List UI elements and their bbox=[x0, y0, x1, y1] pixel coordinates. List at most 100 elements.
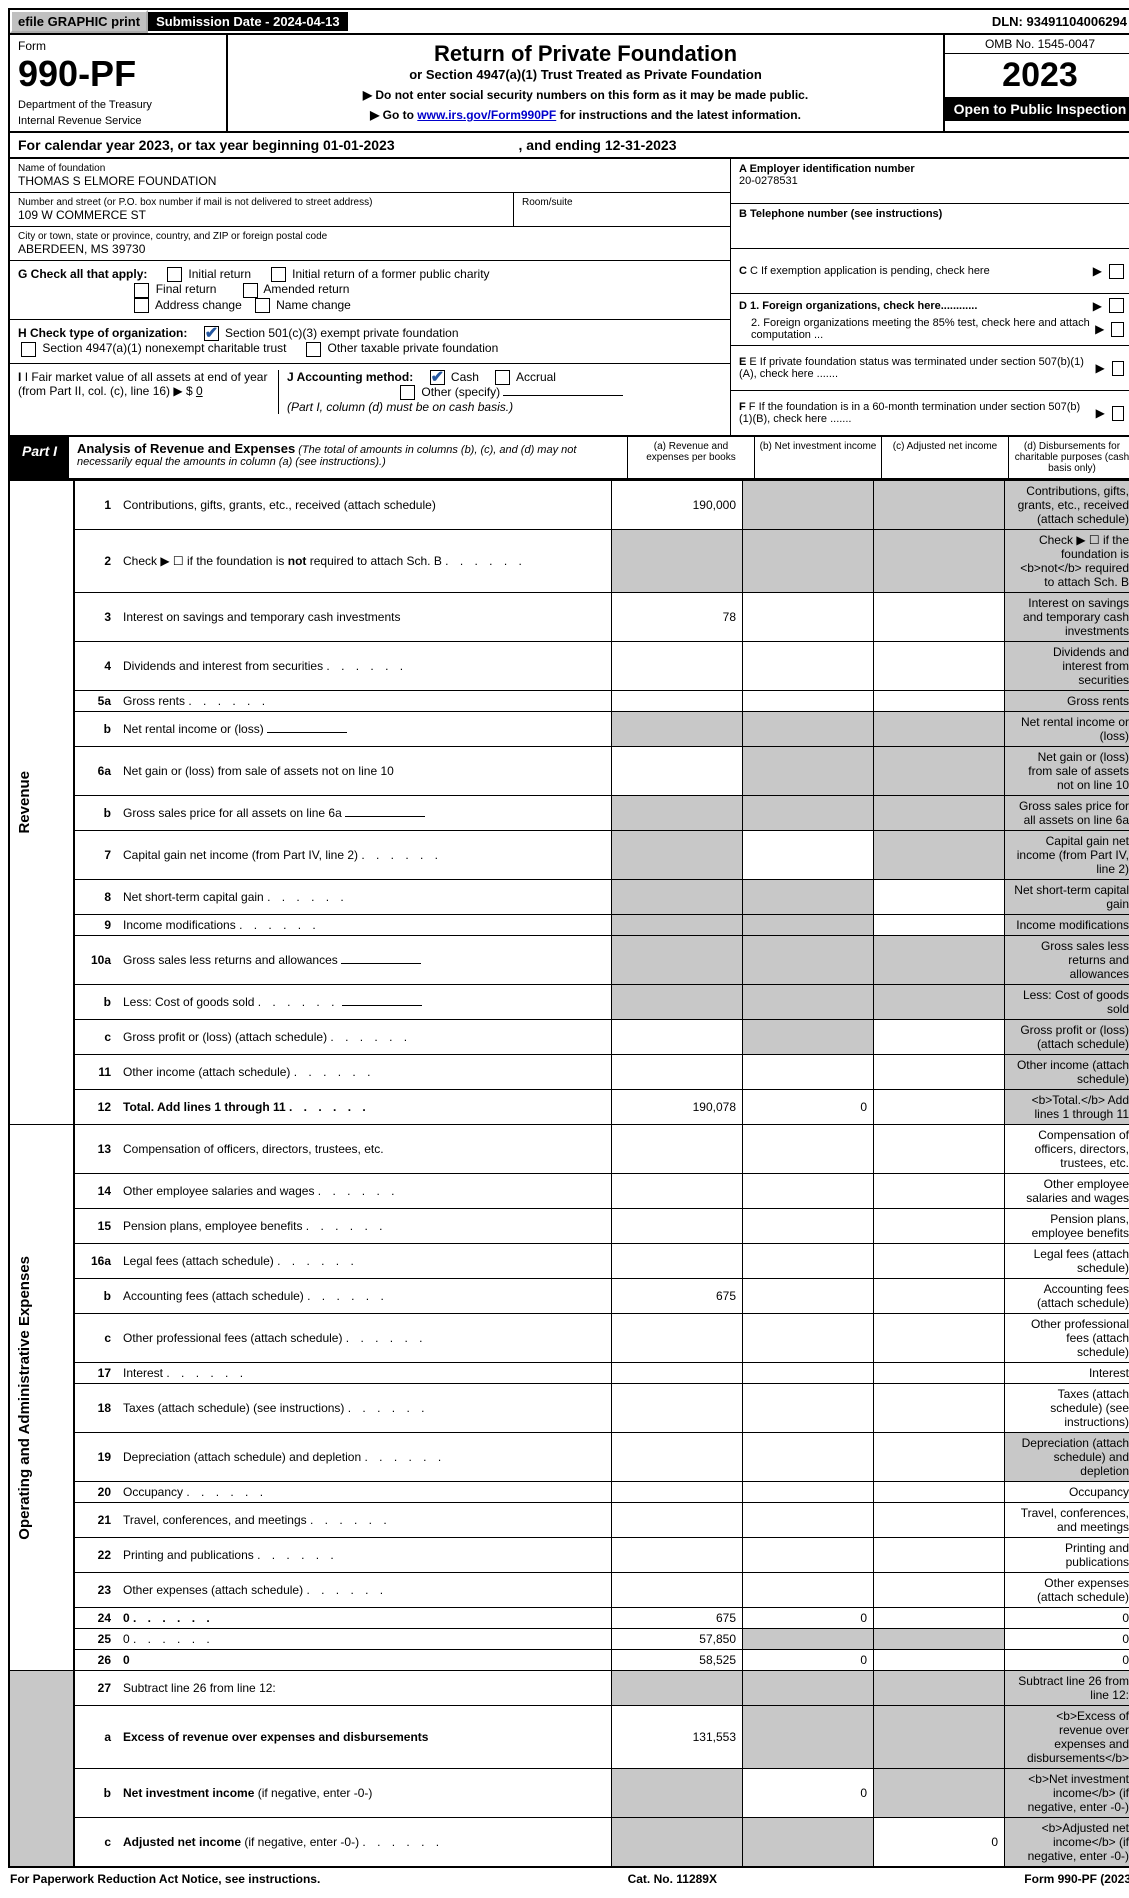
line-desc: Interest on savings and temporary cash i… bbox=[117, 593, 612, 642]
col-b-value bbox=[743, 1363, 874, 1384]
col-a-value: 58,525 bbox=[612, 1650, 743, 1671]
checkbox-4947a1[interactable] bbox=[21, 342, 36, 357]
line-number: b bbox=[74, 796, 117, 831]
col-c-value bbox=[874, 1384, 1005, 1433]
table-row: 5aGross rents . . . . . .Gross rents bbox=[9, 691, 1129, 712]
col-a-value bbox=[612, 1020, 743, 1055]
checkbox-name-change[interactable] bbox=[255, 298, 270, 313]
table-row: Operating and Administrative Expenses13C… bbox=[9, 1125, 1129, 1174]
checkbox-final-return[interactable] bbox=[134, 283, 149, 298]
checkbox-initial-former[interactable] bbox=[271, 267, 286, 282]
line-desc: Accounting fees (attach schedule) . . . … bbox=[117, 1279, 612, 1314]
i-value: 0 bbox=[196, 384, 203, 398]
col-b-value bbox=[743, 1706, 874, 1769]
col-a-value bbox=[612, 1363, 743, 1384]
checkbox-other-method[interactable] bbox=[400, 385, 415, 400]
table-row: bNet investment income (if negative, ent… bbox=[9, 1769, 1129, 1818]
section-d: D 1. Foreign organizations, check here..… bbox=[731, 294, 1129, 346]
col-d-value: Occupancy bbox=[1005, 1482, 1129, 1503]
col-a-value bbox=[612, 936, 743, 985]
col-b-value bbox=[743, 1314, 874, 1363]
line-desc: Occupancy . . . . . . bbox=[117, 1482, 612, 1503]
col-d-value: <b>Adjusted net income</b> (if negative,… bbox=[1005, 1818, 1129, 1868]
section-j: J Accounting method: Cash Accrual Other … bbox=[278, 370, 722, 415]
col-a-value bbox=[612, 747, 743, 796]
checkbox-other-taxable[interactable] bbox=[306, 342, 321, 357]
checkbox-501c3[interactable] bbox=[204, 326, 219, 341]
calendar-year-row: For calendar year 2023, or tax year begi… bbox=[8, 133, 1129, 159]
table-row: bLess: Cost of goods sold . . . . . . Le… bbox=[9, 985, 1129, 1020]
top-bar: efile GRAPHIC print Submission Date - 20… bbox=[8, 8, 1129, 35]
line-number: b bbox=[74, 712, 117, 747]
col-d-value: Net gain or (loss) from sale of assets n… bbox=[1005, 747, 1129, 796]
line-desc: Other income (attach schedule) . . . . .… bbox=[117, 1055, 612, 1090]
line-number: b bbox=[74, 1279, 117, 1314]
line-number: 10a bbox=[74, 936, 117, 985]
b-label: B Telephone number (see instructions) bbox=[739, 208, 942, 220]
col-a-value bbox=[612, 712, 743, 747]
line-desc: Adjusted net income (if negative, enter … bbox=[117, 1818, 612, 1868]
line-number: 13 bbox=[74, 1125, 117, 1174]
net-side bbox=[9, 1671, 74, 1868]
col-c-value bbox=[874, 936, 1005, 985]
header-center: Return of Private Foundation or Section … bbox=[228, 35, 943, 131]
section-g: G Check all that apply: Initial return I… bbox=[10, 261, 730, 320]
col-d-value: Gross rents bbox=[1005, 691, 1129, 712]
line-desc: Net short-term capital gain . . . . . . bbox=[117, 880, 612, 915]
col-d-value: <b>Net investment income</b> (if negativ… bbox=[1005, 1769, 1129, 1818]
checkbox-d2[interactable] bbox=[1111, 322, 1124, 337]
table-row: 14Other employee salaries and wages . . … bbox=[9, 1174, 1129, 1209]
room-label: Room/suite bbox=[522, 197, 722, 208]
col-d-value: Other professional fees (attach schedule… bbox=[1005, 1314, 1129, 1363]
table-row: aExcess of revenue over expenses and dis… bbox=[9, 1706, 1129, 1769]
checkbox-amended[interactable] bbox=[243, 283, 258, 298]
efile-print-button[interactable]: efile GRAPHIC print bbox=[10, 10, 148, 33]
col-c-value bbox=[874, 1363, 1005, 1384]
col-d-value: Gross profit or (loss) (attach schedule) bbox=[1005, 1020, 1129, 1055]
line-desc: Taxes (attach schedule) (see instruction… bbox=[117, 1384, 612, 1433]
part1-title: Analysis of Revenue and Expenses bbox=[77, 441, 295, 456]
checkbox-e[interactable] bbox=[1112, 361, 1124, 376]
address: 109 W COMMERCE ST bbox=[18, 208, 505, 222]
col-a-value bbox=[612, 1314, 743, 1363]
col-a-value: 78 bbox=[612, 593, 743, 642]
col-d-value: Subtract line 26 from line 12: bbox=[1005, 1671, 1129, 1706]
col-c: (c) Adjusted net income bbox=[881, 437, 1008, 478]
part1-label: Part I bbox=[10, 437, 69, 478]
table-row: 22Printing and publications . . . . . .P… bbox=[9, 1538, 1129, 1573]
checkbox-d1[interactable] bbox=[1109, 298, 1124, 313]
section-e: E E If private foundation status was ter… bbox=[731, 346, 1129, 391]
checkbox-cash[interactable] bbox=[430, 370, 445, 385]
note2-post: for instructions and the latest informat… bbox=[556, 108, 801, 122]
open-inspection: Open to Public Inspection bbox=[945, 97, 1129, 121]
col-c-value bbox=[874, 593, 1005, 642]
col-b-value bbox=[743, 1125, 874, 1174]
col-a-value bbox=[612, 1055, 743, 1090]
checkbox-address-change[interactable] bbox=[134, 298, 149, 313]
col-a-value bbox=[612, 691, 743, 712]
ein-cell: A Employer identification number 20-0278… bbox=[731, 159, 1129, 204]
col-b-value bbox=[743, 915, 874, 936]
col-d-value: Legal fees (attach schedule) bbox=[1005, 1244, 1129, 1279]
table-row: cGross profit or (loss) (attach schedule… bbox=[9, 1020, 1129, 1055]
col-a-value bbox=[612, 1538, 743, 1573]
irs-link[interactable]: www.irs.gov/Form990PF bbox=[417, 108, 556, 122]
line-desc: Check ▶ ☐ if the foundation is not requi… bbox=[117, 530, 612, 593]
col-c-value bbox=[874, 1279, 1005, 1314]
col-c-value bbox=[874, 1629, 1005, 1650]
col-b: (b) Net investment income bbox=[754, 437, 881, 478]
line-number: 15 bbox=[74, 1209, 117, 1244]
col-c-value bbox=[874, 1608, 1005, 1629]
line-number: 11 bbox=[74, 1055, 117, 1090]
col-c-value bbox=[874, 1671, 1005, 1706]
col-d-value: Net short-term capital gain bbox=[1005, 880, 1129, 915]
section-i: I I Fair market value of all assets at e… bbox=[18, 370, 278, 415]
checkbox-f[interactable] bbox=[1112, 406, 1124, 421]
col-b-value bbox=[743, 481, 874, 530]
col-c-value bbox=[874, 747, 1005, 796]
line-desc: Dividends and interest from securities .… bbox=[117, 642, 612, 691]
checkbox-initial-return[interactable] bbox=[167, 267, 182, 282]
checkbox-accrual[interactable] bbox=[495, 370, 510, 385]
checkbox-c[interactable] bbox=[1109, 264, 1124, 279]
col-c-value bbox=[874, 985, 1005, 1020]
